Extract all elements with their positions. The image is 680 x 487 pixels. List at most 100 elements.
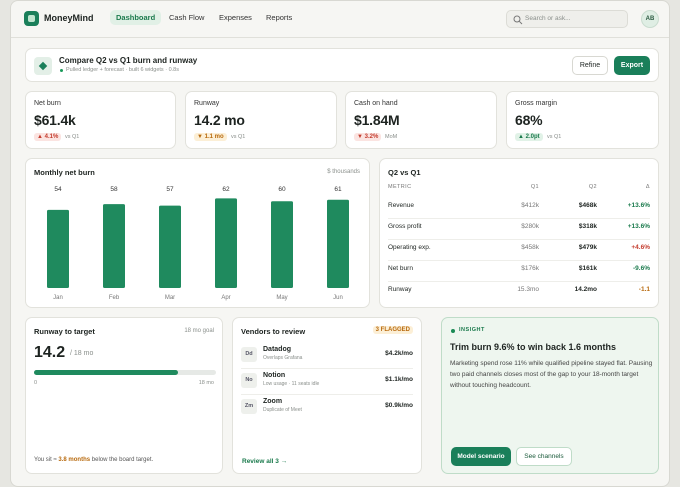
table-cell: Revenue [388,202,415,209]
footer-highlight: 3.8 months [58,457,91,463]
row-divider [241,394,413,395]
value-label: 58 [110,186,118,193]
vendor-icon: Zm [241,399,257,414]
progress-fill [34,370,178,375]
progress-min: 0 [34,380,38,386]
table-cell: -1.1 [638,286,650,293]
row-divider [388,260,650,261]
x-tick-label: Mar [165,295,175,301]
review-link[interactable]: Review all 3 → [242,458,288,465]
insight-dot [451,329,455,333]
kpi-card: Runway 14.2 mo ▼ 1.1 mo vs Q1 [185,91,337,149]
table-cell: 15.3mo [517,286,539,293]
brand: MoneyMind [44,13,94,23]
table-cell: 14.2mo [574,286,597,293]
channels-button[interactable]: See channels [516,447,572,466]
vendor-cost: $1.1k/mo [385,376,413,383]
vendor-note: Overlaps Grafana [263,355,303,361]
value-label: 57 [166,186,174,193]
vendor-cost: $4.2k/mo [385,350,413,357]
vendor-icon: No [241,373,257,388]
vendor-icon: Dd [241,347,257,362]
kpi-card: Gross margin 68% ▲ 2.0pt vs Q1 [506,91,659,149]
vendor-name: Notion [263,372,286,379]
kpi-card: Net burn $61.4k ▲ 4.1% vs Q1 [25,91,176,149]
prompt-card: Compare Q2 vs Q1 burn and runway Pulled … [25,48,659,82]
value-label: 54 [54,186,62,193]
kpi-change: ▲ 4.1% [34,133,62,141]
search-box[interactable]: Search or ask... [506,10,628,28]
value-label: 61 [334,186,342,193]
kpi-label: Runway [194,100,220,107]
refine-button[interactable]: Refine [572,56,608,75]
vendor-name: Zoom [263,398,283,405]
table-cell: +13.6% [627,202,650,209]
x-tick-label: Jan [53,295,63,301]
row-divider [388,281,650,282]
table-cell: Net burn [388,265,413,272]
table-cell: $458k [521,244,539,251]
kpi-compare: vs Q1 [65,134,80,140]
flag-badge: 3 FLAGGED [372,326,413,334]
chart-title: Monthly net burn [34,168,95,177]
runway-max: / 18 mo [70,350,94,357]
x-tick-label: Feb [109,295,120,301]
bar [271,201,293,288]
tab[interactable]: Dashboard [110,10,162,25]
insight-tag: INSIGHT [459,327,485,333]
kpi-card: Cash on hand $1.84M ▼ 3.2% MoM [345,91,497,149]
x-tick-label: May [276,295,287,301]
bar [103,204,125,288]
kpi-change: ▼ 1.1 mo [194,133,227,141]
tab[interactable]: Reports [266,13,293,22]
kpi-value: $1.84M [354,112,400,128]
table-cell: $412k [521,202,539,209]
kpi-label: Net burn [34,100,61,107]
kpi-compare: MoM [385,134,398,140]
footer-text: below the board target. [90,457,154,463]
kpi-value: 68% [515,112,543,128]
row-divider [241,368,413,369]
tab[interactable]: Cash Flow [169,13,205,22]
kpi-label: Gross margin [515,100,558,107]
table-cell: $161k [578,265,597,272]
vendor-note: Duplicate of Meet [263,407,302,413]
search-icon [513,15,523,25]
prompt-icon [34,57,52,75]
vendor-cost: $0.9k/mo [385,402,413,409]
footer-text: You sit ≈ [34,457,59,463]
table-cell: $176k [521,265,539,272]
kpi-label: Cash on hand [354,100,398,107]
progress-max: 18 mo [198,380,214,386]
prompt-title: Compare Q2 vs Q1 burn and runway [59,56,198,65]
table-cell: $479k [578,244,597,251]
export-button[interactable]: Export [614,56,650,75]
kpi-value: $61.4k [34,112,76,128]
vendors-card: Vendors to review 3 FLAGGED Dd Datadog Ove… [232,317,422,474]
column-header: Δ [645,184,650,190]
value-label: 60 [278,186,286,193]
chart-unit: $ thousands [327,169,360,175]
table-title: Q2 vs Q1 [388,168,421,177]
prompt-detail: Pulled ledger + forecast · built 6 widge… [66,67,179,73]
table-card: Q2 vs Q1 METRIC Q1 Q2 Δ Revenue $412k $468k +13… [379,158,659,308]
vendors-title: Vendors to review [241,327,306,336]
model-button[interactable]: Model scenario [451,447,511,466]
x-tick-label: Apr [221,295,230,301]
avatar[interactable]: AB [641,10,659,28]
column-header: METRIC [388,184,412,190]
bar [215,198,237,288]
runway-card: Runway to target 18 mo goal 14.2 / 18 mo… [25,317,223,474]
vendor-note: Low usage · 11 seats idle [263,381,320,387]
insight-title: Trim burn 9.6% to win back 1.6 months [450,342,617,352]
progress-track [34,370,216,375]
table-cell: Operating exp. [388,244,431,251]
tab[interactable]: Expenses [219,13,252,22]
column-header: Q2 [588,184,597,190]
insight-card: INSIGHT Trim burn 9.6% to win back 1.6 m… [441,317,659,474]
table-cell: +4.6% [631,244,650,251]
row-divider [388,218,650,219]
runway-footer: You sit ≈ 3.8 months below the board tar… [34,457,153,463]
table-cell: $468k [578,202,597,209]
